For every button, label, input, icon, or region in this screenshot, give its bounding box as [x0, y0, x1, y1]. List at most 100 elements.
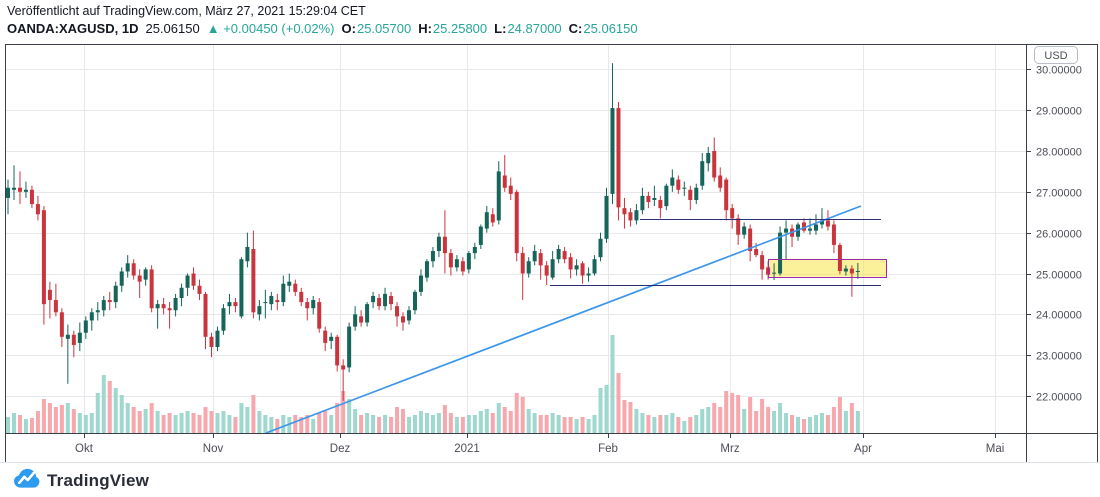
candle-body	[383, 293, 388, 307]
tradingview-footer[interactable]: TradingView	[13, 467, 149, 495]
candle-body	[484, 212, 489, 229]
volume-bar	[772, 411, 777, 433]
volume-bar	[233, 417, 238, 433]
candle-body	[143, 269, 148, 280]
volume-bar	[442, 405, 447, 433]
candle-body	[831, 224, 836, 245]
volume-bar	[736, 395, 741, 433]
candle-body	[724, 179, 729, 211]
highlight-box-border[interactable]	[768, 259, 887, 278]
volume-bar	[478, 411, 483, 433]
volume-bar	[562, 417, 567, 433]
candle-body	[807, 228, 812, 231]
trend-line[interactable]	[265, 205, 862, 434]
candle-body	[784, 228, 789, 233]
candle-body	[173, 298, 178, 311]
volume-bar	[448, 413, 453, 433]
volume-bar	[843, 411, 848, 433]
time-axis[interactable]: Okt Nov Dez 2021 Feb Mrz Apr Mai	[75, 433, 1004, 455]
candle-body	[185, 275, 190, 288]
price-axis[interactable]: 30.00000 29.00000 28.00000 27.00000 26.00000…	[1026, 65, 1082, 404]
candle-body	[35, 204, 40, 215]
candle-body	[736, 218, 741, 235]
candle-body	[855, 270, 860, 272]
candle-body	[257, 306, 262, 315]
volume-bar	[819, 413, 824, 433]
candle-body	[466, 253, 471, 270]
candle-body	[395, 306, 400, 317]
volume-bar	[580, 417, 585, 433]
volume-bar	[634, 409, 639, 433]
candle-body	[700, 161, 705, 186]
candle-body	[825, 220, 830, 227]
volume-bar	[197, 415, 202, 433]
candle-body	[323, 330, 328, 343]
candle-body	[293, 283, 298, 292]
candle-body	[514, 191, 519, 254]
volume-bar	[412, 415, 417, 433]
volume-bar	[610, 335, 615, 433]
volume-bar	[113, 388, 118, 433]
volume-bar	[53, 407, 58, 433]
candle-body	[335, 336, 340, 366]
open-value: O:25.05700	[341, 21, 412, 36]
volume-bar	[598, 388, 603, 433]
volume-bar	[41, 399, 46, 433]
volume-bar	[520, 397, 525, 433]
volume-bar	[119, 395, 124, 433]
volume-bar	[59, 405, 64, 433]
volume-bar	[802, 419, 807, 433]
candle-body	[203, 293, 208, 337]
volume-bar	[592, 415, 597, 433]
volume-bar	[604, 385, 609, 433]
volume-bar	[275, 419, 280, 433]
volume-bar	[484, 409, 489, 433]
time-tick-label: Mrz	[720, 443, 739, 455]
volume-bar	[131, 407, 136, 433]
volume-bar	[784, 413, 789, 433]
volume-bar	[155, 411, 160, 433]
candle-body	[269, 295, 274, 305]
candle-body	[389, 295, 394, 305]
candle-body	[448, 253, 453, 268]
volume-bar	[538, 415, 543, 433]
candle-body	[550, 259, 555, 278]
candle-body	[676, 179, 681, 190]
volume-bar	[83, 415, 88, 433]
candle-body	[760, 255, 765, 270]
volume-bar	[281, 415, 286, 433]
volume-bar	[718, 407, 723, 433]
volume-bar	[6, 417, 10, 433]
candle-body	[682, 187, 687, 189]
price-tick-label: 23.00000	[1036, 351, 1082, 363]
candle-body	[610, 108, 615, 194]
volume-bar	[807, 417, 812, 433]
volume-bar	[813, 415, 818, 433]
candle-body	[430, 251, 435, 262]
volume-bar	[574, 419, 579, 433]
currency-badge[interactable]	[1034, 46, 1078, 64]
symbol-name[interactable]: OANDA:XAGUSD, 1D	[7, 21, 139, 36]
highlight-box[interactable]	[768, 258, 886, 277]
candle-body	[47, 289, 52, 301]
candle-body	[502, 175, 507, 188]
price-tick-label: 27.00000	[1036, 188, 1082, 200]
volume-bar	[778, 403, 783, 433]
volume-bar	[712, 403, 717, 433]
volume-bar	[137, 411, 142, 433]
volume-bar	[101, 375, 106, 433]
candle-body	[616, 108, 621, 208]
volume-bar	[460, 417, 465, 433]
volume-bar	[622, 400, 627, 433]
candle-body	[263, 302, 268, 304]
candle-body	[508, 185, 513, 194]
volume-bar	[161, 415, 166, 433]
volume-bar	[245, 407, 250, 433]
volume-bar	[293, 415, 298, 433]
candle-body	[718, 175, 723, 188]
volume-bar	[389, 417, 394, 433]
volume-bar	[29, 418, 34, 433]
volume-series	[6, 335, 860, 433]
price-tick-label: 22.00000	[1036, 392, 1082, 404]
